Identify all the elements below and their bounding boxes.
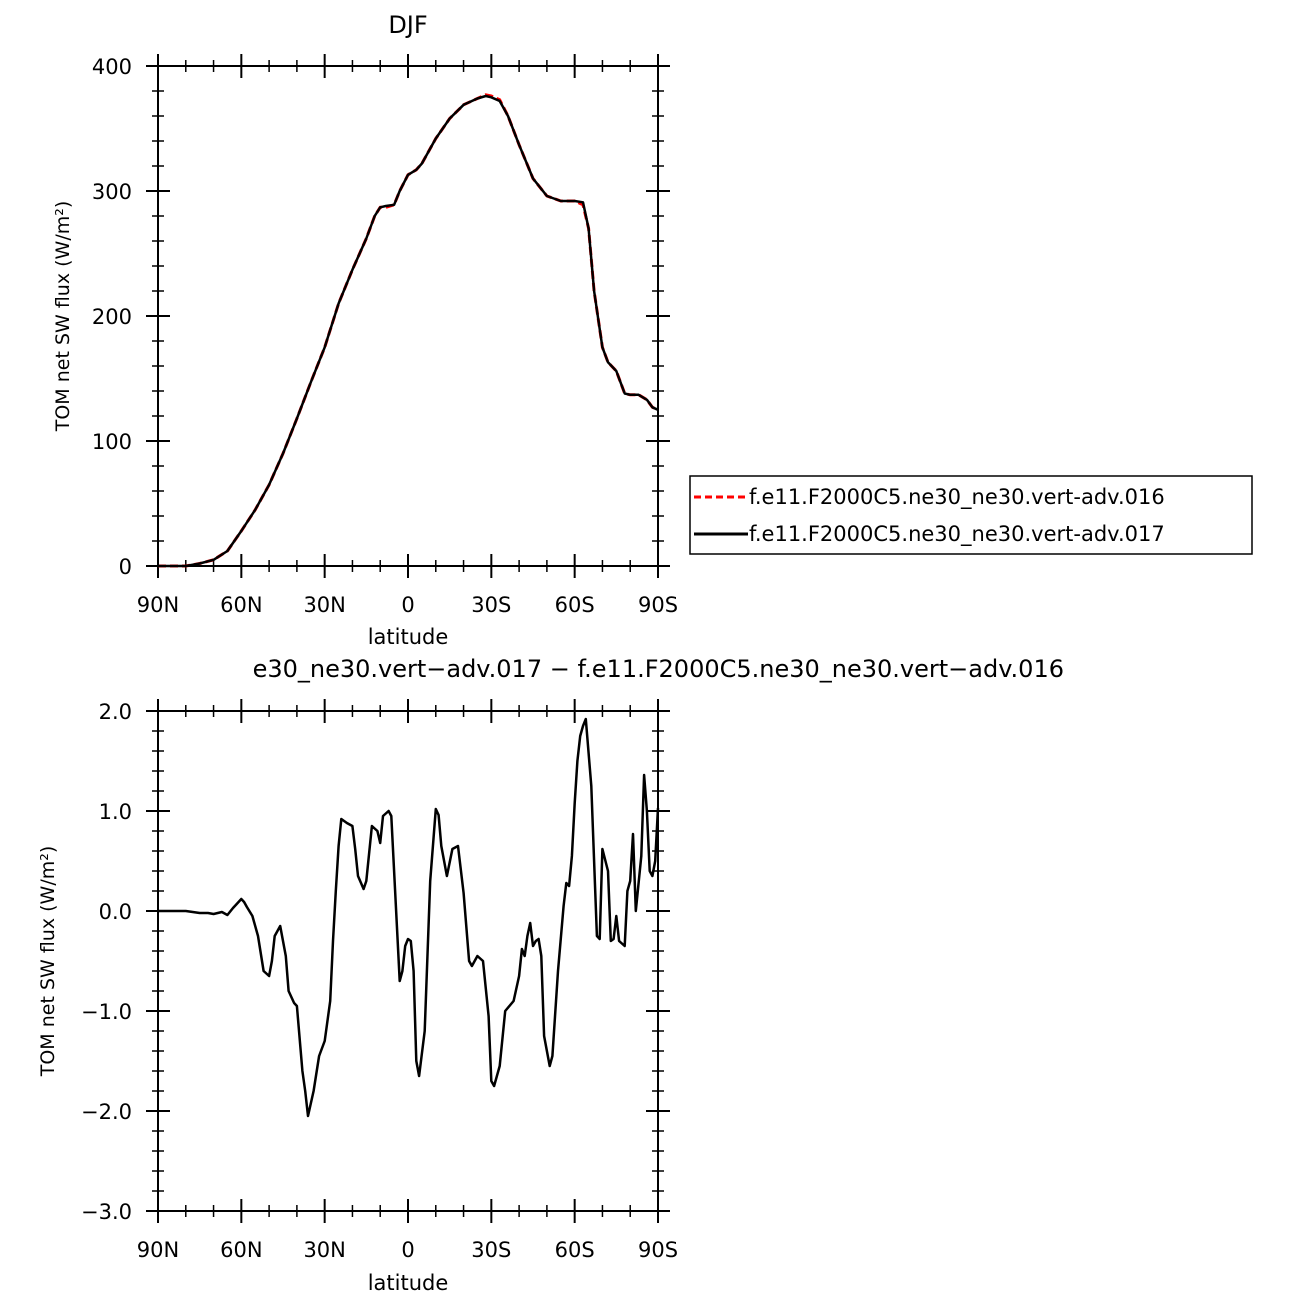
x-tick-label: 90N	[137, 593, 179, 617]
series-line-1	[158, 94, 659, 568]
legend-entry-017: f.e11.F2000C5.ne30_ne30.vert-adv.017	[694, 522, 1165, 547]
x-tick-label: 30N	[303, 1238, 345, 1262]
top-plot-frame	[157, 65, 659, 567]
y-tick-label: −2.0	[81, 1100, 132, 1124]
x-tick-label: 90S	[638, 593, 678, 617]
x-tick-label: 90S	[638, 1238, 678, 1262]
x-tick-label: 60S	[555, 1238, 595, 1262]
y-tick-label: 1.0	[99, 800, 132, 824]
x-tick-label: 60N	[220, 593, 262, 617]
top-x-tick-labels: 90N 60N 30N 0 30S 60S 90S	[137, 593, 678, 617]
x-tick-label: 30S	[471, 1238, 511, 1262]
x-tick-label: 90N	[137, 1238, 179, 1262]
series-line-0	[158, 717, 660, 1118]
y-tick-label: 200	[92, 305, 132, 329]
bottom-x-tick-labels: 90N 60N 30N 0 30S 60S 90S	[137, 1238, 678, 1262]
x-tick-label: 60S	[555, 593, 595, 617]
top-chart-title: DJF	[388, 11, 427, 39]
x-tick-label: 0	[401, 593, 414, 617]
top-panel: DJF 0 100 200 300 400 90N 60N 30N 0 30S 60S 90S la…	[52, 11, 678, 649]
x-tick-label: 30N	[303, 593, 345, 617]
legend-box	[689, 475, 1253, 555]
top-plot-lines	[158, 93, 659, 568]
bottom-chart-title: e30_ne30.vert−adv.017 − f.e11.F2000C5.ne…	[253, 655, 1064, 683]
y-tick-label: 0.0	[99, 900, 132, 924]
top-x-axis-label: latitude	[368, 625, 449, 649]
y-tick-label: 0	[119, 555, 132, 579]
top-axes-ticks	[146, 54, 670, 578]
x-tick-label: 60N	[220, 1238, 262, 1262]
y-tick-label: 100	[92, 430, 132, 454]
top-y-tick-labels: 0 100 200 300 400	[92, 55, 132, 579]
legend-label-017: f.e11.F2000C5.ne30_ne30.vert-adv.017	[749, 522, 1165, 547]
bottom-y-tick-labels: −3.0 −2.0 −1.0 0.0 1.0 2.0	[81, 700, 132, 1224]
legend-label-016: f.e11.F2000C5.ne30_ne30.vert-adv.016	[749, 485, 1165, 510]
legend: f.e11.F2000C5.ne30_ne30.vert-adv.016 f.e…	[689, 475, 1253, 555]
bottom-x-axis-label: latitude	[368, 1271, 449, 1295]
y-tick-label: 300	[92, 180, 132, 204]
top-y-axis-label: TOM net SW flux (W/m²)	[52, 201, 74, 433]
legend-entry-016: f.e11.F2000C5.ne30_ne30.vert-adv.016	[694, 485, 1165, 510]
y-tick-label: −3.0	[81, 1200, 132, 1224]
y-tick-label: 400	[92, 55, 132, 79]
bottom-panel: e30_ne30.vert−adv.017 − f.e11.F2000C5.ne…	[37, 655, 1064, 1295]
y-tick-label: −1.0	[81, 1000, 132, 1024]
bottom-plot-frame	[157, 710, 659, 1212]
y-tick-label: 2.0	[99, 700, 132, 724]
bottom-y-axis-label: TOM net SW flux (W/m²)	[37, 846, 59, 1078]
x-tick-label: 30S	[471, 593, 511, 617]
bottom-plot-lines	[158, 717, 660, 1118]
x-tick-label: 0	[401, 1238, 414, 1262]
series-line-0	[158, 93, 659, 568]
